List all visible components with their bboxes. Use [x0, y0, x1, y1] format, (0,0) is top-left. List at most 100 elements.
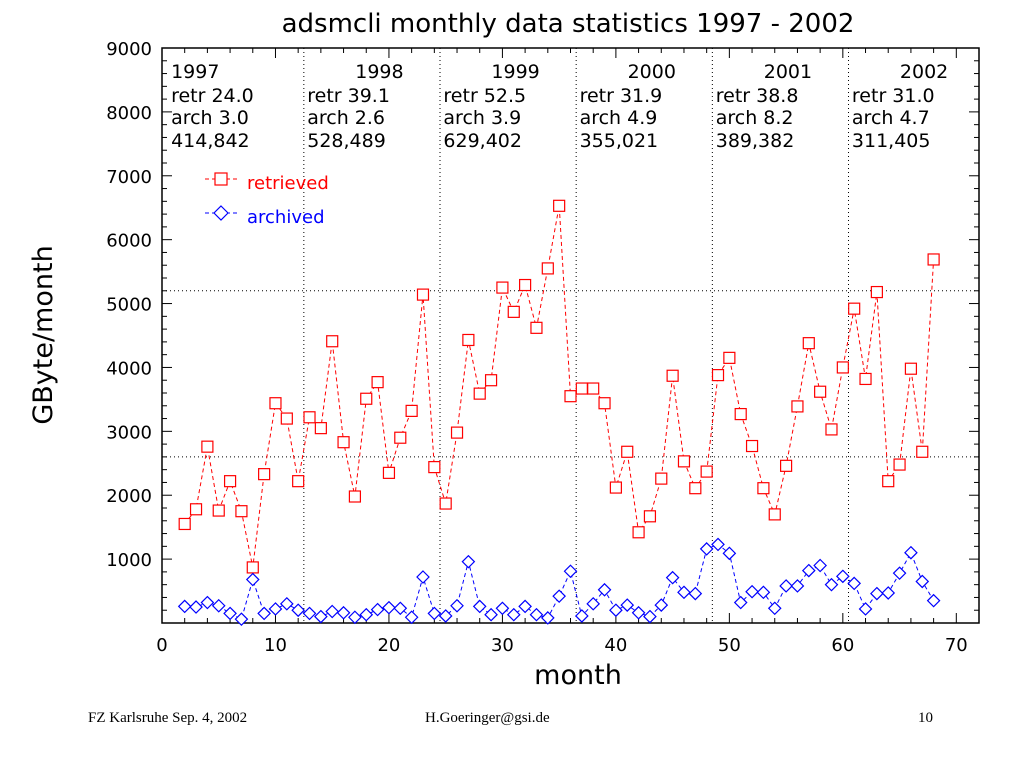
archived-point	[427, 606, 442, 621]
retrieved-point	[326, 335, 339, 348]
archived-point	[835, 569, 850, 584]
archived-point	[529, 607, 544, 622]
archived-point	[404, 610, 419, 625]
archived-point	[370, 602, 385, 617]
retrieved-point	[745, 439, 759, 453]
archived-point	[688, 586, 703, 601]
archived-point	[359, 607, 374, 622]
x-tick-label: 40	[604, 635, 627, 656]
retrieved-point	[269, 397, 282, 410]
archived-point	[631, 605, 646, 620]
legend-retrieved-label: retrieved	[247, 173, 329, 194]
retrieved-point	[564, 390, 577, 403]
retrieved-point	[360, 392, 373, 405]
reference-lines	[162, 48, 979, 623]
retrieved-point	[689, 482, 702, 495]
archived-point	[518, 599, 532, 614]
retrieved-point	[280, 412, 293, 425]
year-block-arch-label: arch 4.7	[852, 107, 930, 129]
x-tick-label: 60	[831, 635, 854, 656]
retrieved-point	[371, 376, 384, 389]
retrieved-point	[734, 407, 747, 421]
x-tick-label: 50	[718, 635, 741, 656]
retrieved-point	[530, 321, 543, 334]
year-block-count-label: 355,021	[580, 130, 659, 152]
retrieved-point	[791, 400, 804, 413]
retrieved-point	[348, 490, 362, 503]
archived-point	[382, 600, 396, 615]
y-tick-label: 8000	[106, 103, 152, 124]
year-block-retr-label: retr 31.0	[852, 85, 935, 107]
x-tick-label: 70	[945, 635, 968, 656]
retrieved-point	[473, 387, 486, 400]
archived-point	[189, 600, 203, 614]
retrieved-point	[246, 561, 259, 574]
archived-point	[540, 611, 555, 625]
archived-point	[200, 595, 215, 610]
x-tick-label: 20	[377, 635, 400, 656]
archived-point	[348, 610, 362, 625]
year-block-retr-label: retr 24.0	[171, 85, 254, 107]
retrieved-point	[212, 504, 225, 517]
retrieved-point	[666, 369, 679, 382]
archived-point	[609, 603, 623, 618]
retrieved-point	[904, 362, 918, 375]
retrieved-point	[553, 199, 566, 212]
retrieved-point	[700, 465, 713, 478]
x-tick-label: 10	[264, 635, 287, 656]
retrieved-point	[587, 382, 600, 395]
archived-point	[892, 566, 907, 581]
archived-point	[597, 582, 612, 597]
retrieved-point	[643, 510, 657, 523]
y-tick-label: 5000	[106, 295, 152, 316]
retrieved-point	[201, 440, 214, 453]
archived-point	[495, 601, 510, 616]
footer-page-number: 10	[918, 710, 933, 726]
retrieved-point	[825, 423, 838, 436]
retrieved-point	[802, 337, 815, 350]
y-tick-label: 1000	[106, 550, 152, 571]
retrieved-point	[609, 481, 622, 494]
retrieved-point	[337, 436, 350, 449]
archived-point	[779, 579, 793, 593]
year-block-year-label: 1997	[171, 61, 219, 83]
legend-archived-marker	[213, 205, 229, 221]
retrieved-point	[632, 526, 645, 539]
year-block-year-label: 1999	[491, 61, 539, 83]
archived-point	[336, 605, 351, 620]
archived-point	[790, 579, 805, 593]
year-block-count-label: 528,489	[307, 130, 386, 152]
archived-point	[665, 570, 680, 585]
archived-point	[881, 586, 896, 600]
retrieved-point	[258, 468, 271, 481]
archived-point	[813, 558, 827, 573]
year-block-arch-label: arch 3.9	[443, 107, 521, 129]
retrieved-point	[621, 445, 634, 458]
retrieved-point	[575, 382, 588, 395]
year-block-arch-label: arch 8.2	[716, 107, 794, 129]
year-block-year-label: 2002	[900, 61, 948, 83]
year-block-retr-label: retr 38.8	[716, 85, 799, 107]
footer-date: FZ Karlsruhe Sep. 4, 2002	[88, 710, 248, 726]
year-block-arch-label: arch 2.6	[307, 107, 385, 129]
archived-point	[586, 596, 601, 611]
y-tick-label: 6000	[106, 231, 152, 252]
retrieved-point	[394, 431, 407, 444]
archived-point	[563, 564, 578, 579]
year-block-count-label: 389,382	[716, 130, 795, 152]
year-block-year-label: 2000	[628, 61, 676, 83]
archived-point	[767, 601, 782, 616]
archived-point	[472, 599, 487, 614]
retrieved-point	[462, 333, 475, 347]
retrieved-point	[848, 302, 861, 315]
archived-point	[177, 599, 192, 614]
archived-point	[643, 609, 657, 624]
x-tick-label: 0	[156, 635, 167, 656]
archived-point	[257, 606, 271, 621]
legend-retrieved-marker	[214, 172, 228, 186]
retrieved-point	[450, 426, 464, 439]
archived-point	[699, 542, 714, 556]
archived-point	[733, 595, 748, 610]
retrieved-point	[916, 445, 929, 458]
